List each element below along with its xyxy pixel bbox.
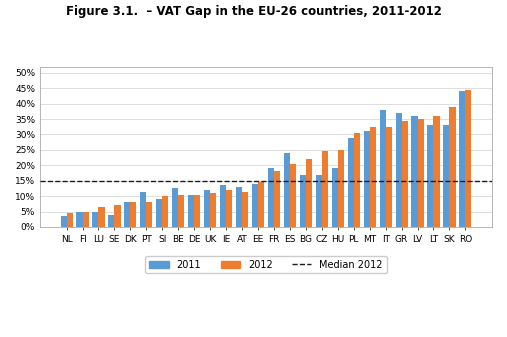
Bar xyxy=(316,175,322,227)
Bar xyxy=(124,202,130,227)
Bar xyxy=(300,175,306,227)
Bar xyxy=(418,119,423,227)
Bar xyxy=(290,164,296,227)
Bar xyxy=(156,199,162,227)
Text: Figure 3.1.  – VAT Gap in the EU-26 countries, 2011-2012: Figure 3.1. – VAT Gap in the EU-26 count… xyxy=(65,5,442,18)
Bar xyxy=(386,127,392,227)
Bar xyxy=(354,133,360,227)
Bar xyxy=(242,191,248,227)
Bar xyxy=(332,168,338,227)
Bar xyxy=(364,131,370,227)
Bar xyxy=(449,107,455,227)
Bar xyxy=(226,190,232,227)
Bar xyxy=(338,150,344,227)
Bar xyxy=(147,202,153,227)
Bar xyxy=(98,207,104,227)
Bar xyxy=(60,216,66,227)
Bar xyxy=(162,196,168,227)
Bar xyxy=(268,168,274,227)
Bar xyxy=(210,193,216,227)
Bar xyxy=(194,194,200,227)
Bar xyxy=(370,127,376,227)
Bar xyxy=(395,113,402,227)
Bar xyxy=(220,185,226,227)
Bar xyxy=(402,121,408,227)
Bar xyxy=(92,212,98,227)
Bar xyxy=(115,205,121,227)
Bar xyxy=(284,153,290,227)
Bar xyxy=(465,90,472,227)
Bar xyxy=(322,151,328,227)
Bar xyxy=(252,184,258,227)
Bar xyxy=(130,202,136,227)
Bar xyxy=(140,191,147,227)
Bar xyxy=(348,137,354,227)
Bar xyxy=(427,125,433,227)
Bar xyxy=(258,182,264,227)
Bar xyxy=(188,194,194,227)
Bar xyxy=(274,172,280,227)
Bar xyxy=(108,215,115,227)
Bar xyxy=(178,194,185,227)
Bar xyxy=(306,159,312,227)
Bar xyxy=(380,110,386,227)
Legend: 2011, 2012, Median 2012: 2011, 2012, Median 2012 xyxy=(146,256,387,273)
Bar xyxy=(236,187,242,227)
Bar xyxy=(83,212,89,227)
Bar xyxy=(444,125,449,227)
Bar xyxy=(204,190,210,227)
Bar xyxy=(459,91,465,227)
Bar xyxy=(433,116,440,227)
Bar xyxy=(66,213,73,227)
Bar xyxy=(412,116,418,227)
Bar xyxy=(77,212,83,227)
Bar xyxy=(172,188,178,227)
